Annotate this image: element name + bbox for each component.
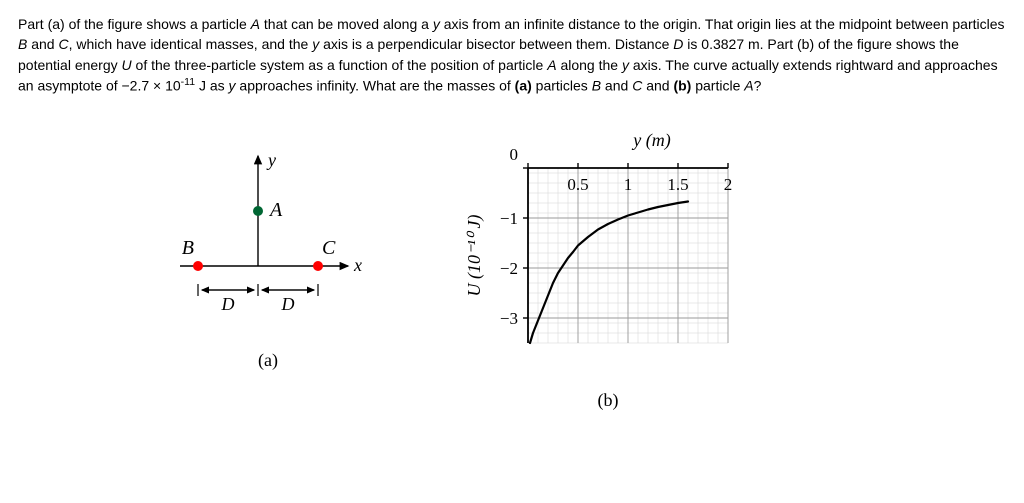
svg-text:1: 1 [624, 175, 633, 194]
svg-text:−1: −1 [500, 209, 518, 228]
svg-text:x: x [353, 255, 362, 275]
figure-b-svg: y (m) 0 0.5 1 1.5 2 −1 −2 −3 U (10⁻¹⁰ J) [458, 126, 758, 376]
figures-row: y x A B C D D (a) y (m) 0 0.5 1 1.5 2 −1 −2 −3 U (10⁻¹⁰… [158, 126, 1006, 413]
svg-text:−3: −3 [500, 309, 518, 328]
svg-text:C: C [322, 237, 336, 259]
svg-text:−2: −2 [500, 259, 518, 278]
problem-statement: Part (a) of the figure shows a particle … [18, 14, 1006, 96]
svg-text:2: 2 [724, 175, 733, 194]
figure-b: y (m) 0 0.5 1 1.5 2 −1 −2 −3 U (10⁻¹⁰ J) (b) [458, 126, 758, 413]
figure-a-caption: (a) [158, 347, 378, 373]
figure-a-svg: y x A B C D D [158, 126, 378, 336]
svg-text:y: y [266, 150, 276, 170]
figure-a: y x A B C D D (a) [158, 126, 378, 373]
svg-text:D: D [221, 294, 235, 314]
svg-text:A: A [268, 199, 283, 221]
figure-b-caption: (b) [458, 387, 758, 413]
svg-text:B: B [182, 237, 194, 259]
svg-text:D: D [281, 294, 295, 314]
svg-text:U (10⁻¹⁰ J): U (10⁻¹⁰ J) [464, 214, 485, 296]
svg-text:0: 0 [510, 145, 519, 164]
svg-text:y (m): y (m) [631, 130, 670, 151]
svg-text:0.5: 0.5 [567, 175, 588, 194]
svg-text:1.5: 1.5 [667, 175, 688, 194]
